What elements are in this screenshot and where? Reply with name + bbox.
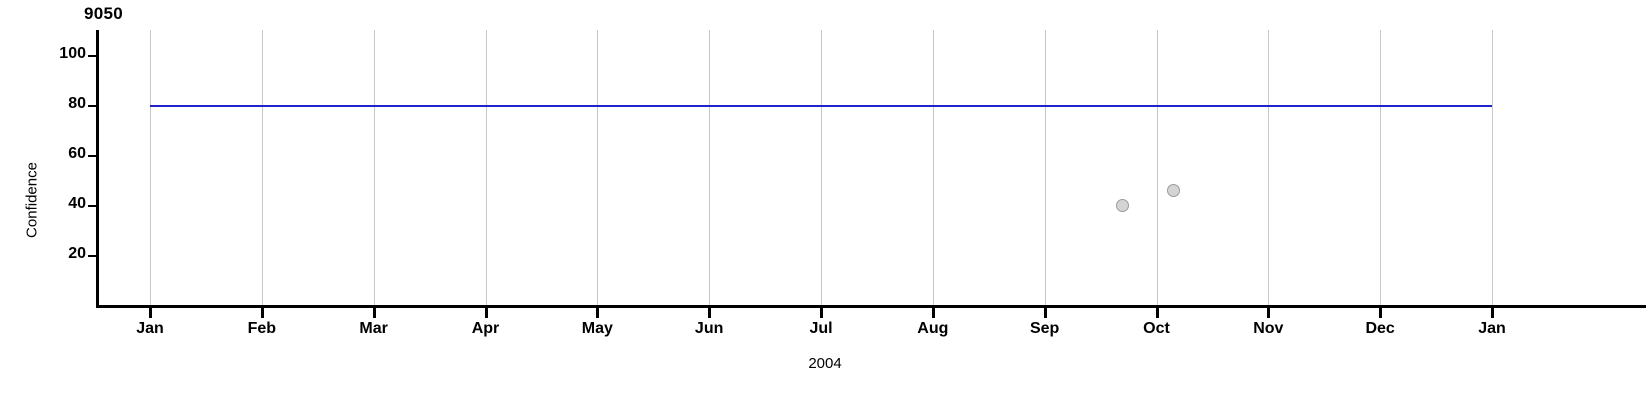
gridline-sep-8 xyxy=(1044,30,1046,305)
y-axis-tick xyxy=(88,255,97,257)
x-axis-tick xyxy=(596,307,600,318)
x-axis-tick-label: Feb xyxy=(247,320,277,337)
x-axis-tick-label: May xyxy=(581,320,613,337)
x-axis-tick-label: Apr xyxy=(471,320,500,337)
gridline-aug-7 xyxy=(932,30,934,305)
x-axis-tick xyxy=(372,307,376,318)
y-axis-line xyxy=(96,30,99,305)
y-axis-title: Confidence xyxy=(23,162,41,238)
gridline-feb-1 xyxy=(261,30,263,305)
x-axis-tick-label: Aug xyxy=(917,320,949,337)
threshold-line xyxy=(150,105,1492,107)
x-axis-tick xyxy=(931,307,935,318)
y-axis-tick-label: 60 xyxy=(68,145,86,162)
gridline-dec-11 xyxy=(1380,30,1382,305)
y-axis-tick xyxy=(88,55,97,57)
y-axis-tick-label: 80 xyxy=(68,95,86,112)
x-axis-line xyxy=(96,305,1646,308)
x-axis-tick-label: Dec xyxy=(1365,320,1395,337)
x-axis-tick-label: Jul xyxy=(809,320,833,337)
x-axis-tick xyxy=(1267,307,1271,318)
x-axis-title: 2004 xyxy=(808,355,842,372)
x-axis-tick xyxy=(484,307,488,318)
x-axis-tick-label: Sep xyxy=(1029,320,1060,337)
x-axis-tick xyxy=(1491,307,1494,318)
y-axis-tick xyxy=(88,205,97,207)
x-axis-tick-label: Jan xyxy=(1478,320,1506,337)
y-axis-tick xyxy=(88,105,97,107)
y-axis-tick-label: 100 xyxy=(59,45,86,62)
x-axis-tick xyxy=(1379,307,1383,318)
y-axis-tick xyxy=(88,155,97,157)
data-point[interactable] xyxy=(1116,198,1130,212)
x-axis-tick-label: Jan xyxy=(136,320,164,337)
gridline-apr-3 xyxy=(485,30,487,305)
chart-title: 9050 xyxy=(84,4,124,23)
gridline-mar-2 xyxy=(373,30,375,305)
x-axis-tick xyxy=(149,307,152,318)
gridline-jan-0 xyxy=(150,30,151,305)
y-axis-tick-label: 20 xyxy=(68,245,86,262)
y-axis-tick-label: 40 xyxy=(68,195,86,212)
data-point[interactable] xyxy=(1166,183,1180,197)
x-axis-tick xyxy=(820,307,823,318)
gridline-jun-5 xyxy=(709,30,711,305)
gridline-may-4 xyxy=(597,30,599,305)
x-axis-tick-label: Mar xyxy=(359,320,388,337)
x-axis-tick xyxy=(260,307,264,318)
x-axis-tick-label: Nov xyxy=(1253,320,1284,337)
x-axis-tick xyxy=(708,307,712,318)
x-axis-tick-label: Jun xyxy=(694,320,724,337)
x-axis-tick xyxy=(1155,307,1159,318)
gridline-nov-10 xyxy=(1268,30,1270,305)
x-axis-tick xyxy=(1043,307,1047,318)
gridline-oct-9 xyxy=(1156,30,1158,305)
gridline-jul-6 xyxy=(821,30,822,305)
x-axis-tick-label: Oct xyxy=(1143,320,1170,337)
gridline-jan-12 xyxy=(1492,30,1493,305)
